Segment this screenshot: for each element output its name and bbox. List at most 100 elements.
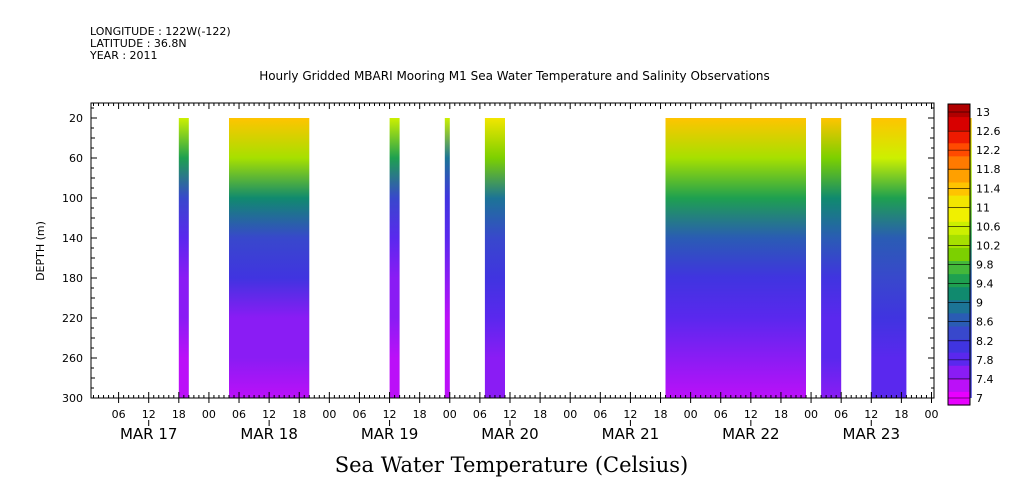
colorbar-swatch xyxy=(948,104,970,118)
colorbar-swatch xyxy=(948,169,970,184)
chart-title: Hourly Gridded MBARI Mooring M1 Sea Wate… xyxy=(259,69,770,83)
colorbar: 13 12.6 12.2 11.8 11.4 11 10.6 10.2 9.8 9.4 9 8.6 8.… xyxy=(947,103,1001,406)
colorbar-label: 12.6 xyxy=(976,125,1001,138)
x-day-label: MAR 20 xyxy=(481,425,538,443)
colorbar-label: 8.6 xyxy=(976,316,994,329)
x-hour-label: 00 xyxy=(322,408,336,421)
x-hour-label: 12 xyxy=(744,408,758,421)
colorbar-label: 7.8 xyxy=(976,354,994,367)
y-tick-label: 300 xyxy=(62,392,83,405)
colorbar-swatch xyxy=(948,195,970,210)
colorbar-swatch xyxy=(948,234,970,249)
y-axis: 20 60 100 140 180 220 260 300 xyxy=(62,107,934,405)
x-hour-label: 00 xyxy=(684,408,698,421)
x-hour-label: 06 xyxy=(352,408,366,421)
colorbar-swatch xyxy=(948,156,970,171)
colorbar-swatch xyxy=(948,300,970,314)
colorbar-label: 13 xyxy=(976,106,990,119)
x-day-label: MAR 17 xyxy=(120,425,177,443)
x-hour-label: 06 xyxy=(473,408,487,421)
colorbar-swatch xyxy=(948,261,970,275)
data-block xyxy=(229,118,310,398)
colorbar-label: 9.4 xyxy=(976,278,994,291)
colorbar-swatch xyxy=(948,365,970,380)
x-hour-label: 18 xyxy=(894,408,908,421)
x-hour-label: 18 xyxy=(654,408,668,421)
y-tick-label: 60 xyxy=(69,152,83,165)
colorbar-label: 11.4 xyxy=(976,182,1001,195)
x-hour-label: 18 xyxy=(292,408,306,421)
x-hour-label: 00 xyxy=(563,408,577,421)
data-block xyxy=(484,118,505,398)
colorbar-swatch xyxy=(948,208,970,223)
colorbar-label: 9.8 xyxy=(976,259,994,272)
x-hour-label: 06 xyxy=(593,408,607,421)
x-axis: 06 12 18 00 06 12 18 00 06 12 18 00 06 12 18 00 06 12 18 00… xyxy=(93,103,938,443)
heatmap-cells xyxy=(178,118,972,398)
x-day-label: MAR 18 xyxy=(240,425,297,443)
x-hour-label: 00 xyxy=(202,408,216,421)
x-axis-title: Sea Water Temperature (Celsius) xyxy=(334,453,689,477)
x-hour-label: 12 xyxy=(623,408,637,421)
colorbar-swatch xyxy=(948,274,970,288)
x-hour-label: 06 xyxy=(714,408,728,421)
x-hour-label: 12 xyxy=(383,408,397,421)
colorbar-label: 7 xyxy=(976,392,983,405)
x-hour-label: 12 xyxy=(262,408,276,421)
y-axis-label: DEPTH (m) xyxy=(34,221,47,281)
x-hour-label: 12 xyxy=(142,408,156,421)
data-block xyxy=(665,118,806,398)
data-block xyxy=(444,118,450,398)
colorbar-label: 12.2 xyxy=(976,144,1001,157)
colorbar-swatch xyxy=(948,378,970,393)
x-day-label: MAR 23 xyxy=(843,425,900,443)
colorbar-label: 10.2 xyxy=(976,239,1001,252)
colorbar-label: 11.8 xyxy=(976,163,1001,176)
x-hour-label: 18 xyxy=(172,408,186,421)
x-hour-label: 00 xyxy=(804,408,818,421)
colorbar-swatch xyxy=(948,352,970,367)
data-block xyxy=(871,118,907,398)
x-hour-label: 12 xyxy=(503,408,517,421)
y-tick-label: 140 xyxy=(62,232,83,245)
x-hour-label: 18 xyxy=(774,408,788,421)
x-hour-label: 06 xyxy=(112,408,126,421)
colorbar-swatch xyxy=(948,130,970,144)
x-day-label: MAR 19 xyxy=(361,425,418,443)
latitude-label: LATITUDE : 36.8N xyxy=(90,37,187,50)
colorbar-label: 7.4 xyxy=(976,373,994,386)
colorbar-swatch xyxy=(948,326,970,341)
colorbar-swatch xyxy=(948,221,970,236)
x-hour-label: 18 xyxy=(533,408,547,421)
colorbar-swatch xyxy=(948,287,970,301)
colorbar-label: 11 xyxy=(976,201,990,214)
data-block xyxy=(821,118,842,398)
colorbar-frame xyxy=(947,103,971,406)
x-hour-label: 00 xyxy=(924,408,938,421)
colorbar-swatch xyxy=(948,247,970,262)
y-tick-label: 20 xyxy=(69,112,83,125)
colorbar-label: 10.6 xyxy=(976,220,1001,233)
colorbar-label: 8.2 xyxy=(976,335,994,348)
x-hour-label: 18 xyxy=(413,408,427,421)
y-tick-label: 220 xyxy=(62,312,83,325)
data-block xyxy=(389,118,400,398)
y-tick-label: 180 xyxy=(62,272,83,285)
plot-frame xyxy=(90,102,935,399)
colorbar-swatch xyxy=(948,313,970,328)
longitude-label: LONGITUDE : 122W(-122) xyxy=(90,25,231,38)
colorbar-swatch xyxy=(948,391,970,406)
x-hour-label: 00 xyxy=(443,408,457,421)
y-tick-label: 100 xyxy=(62,192,83,205)
colorbar-swatch xyxy=(948,339,970,354)
x-hour-label: 06 xyxy=(232,408,246,421)
y-tick-label: 260 xyxy=(62,352,83,365)
colorbar-swatch xyxy=(948,182,970,197)
colorbar-swatch xyxy=(948,117,970,131)
x-hour-label: 12 xyxy=(864,408,878,421)
x-day-label: MAR 21 xyxy=(602,425,659,443)
year-label: YEAR : 2011 xyxy=(90,49,158,62)
data-block xyxy=(178,118,189,398)
x-day-label: MAR 22 xyxy=(722,425,779,443)
